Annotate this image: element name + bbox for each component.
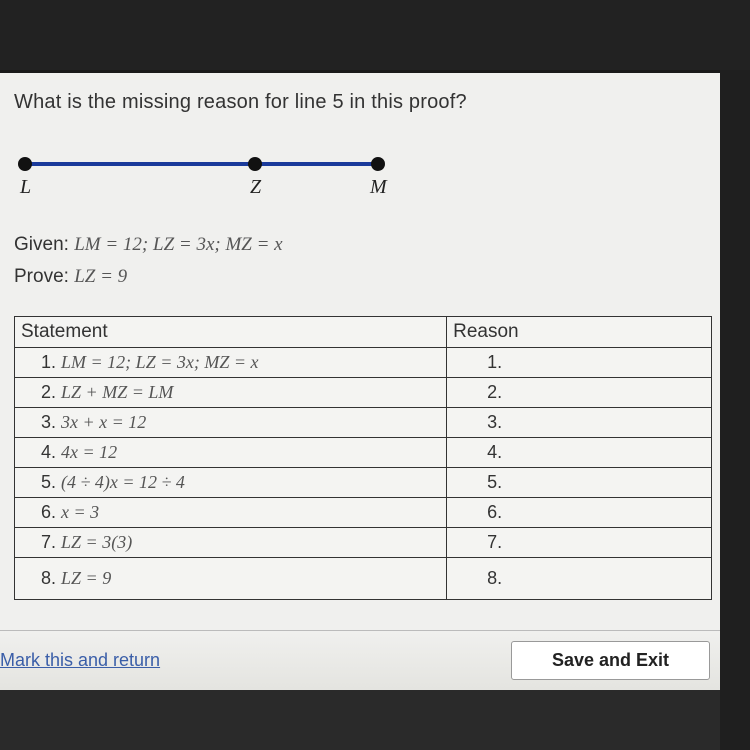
table-row: 5. (4 ÷ 4)x = 12 ÷ 4 5. [15,467,712,497]
question-text: What is the missing reason for line 5 in… [14,91,720,114]
table-row: 6. x = 3 6. [15,497,712,527]
point-M-label: M [370,176,387,199]
stmt-cell: 8. LZ = 9 [15,557,447,599]
stmt-cell: 3. 3x + x = 12 [15,407,447,437]
mark-return-link[interactable]: Mark this and return [0,650,160,671]
reas-cell: 7. [447,527,712,557]
stmt-cell: 2. LZ + MZ = LM [15,377,447,407]
given-line: Given: LM = 12; LZ = 3x; MZ = x [14,229,720,261]
reas-cell: 2. [447,377,712,407]
point-M-dot [371,157,385,171]
save-exit-button[interactable]: Save and Exit [511,641,710,680]
top-dark-region [0,0,750,70]
table-row: 3. 3x + x = 12 3. [15,407,712,437]
given-text: LM = 12; LZ = 3x; MZ = x [74,234,282,255]
bottom-bar: Mark this and return Save and Exit [0,630,720,690]
point-L-label: L [20,176,31,199]
point-L-dot [18,157,32,171]
stmt-cell: 1. LM = 12; LZ = 3x; MZ = x [15,347,447,377]
given-label: Given: [14,234,69,255]
stmt-cell: 7. LZ = 3(3) [15,527,447,557]
prove-label: Prove: [14,266,69,287]
point-Z-label: Z [250,176,261,199]
table-row: 1. LM = 12; LZ = 3x; MZ = x 1. [15,347,712,377]
prove-text: LZ = 9 [74,266,127,287]
reas-cell: 4. [447,437,712,467]
table-header-row: Statement Reason [15,316,712,347]
right-dark-region [720,70,750,750]
reas-cell: 1. [447,347,712,377]
segment-diagram: L Z M [18,154,388,194]
reas-cell: 5. [447,467,712,497]
segment-line [24,162,379,166]
table-row: 7. LZ = 3(3) 7. [15,527,712,557]
table-row: 2. LZ + MZ = LM 2. [15,377,712,407]
stmt-cell: 5. (4 ÷ 4)x = 12 ÷ 4 [15,467,447,497]
stmt-cell: 4. 4x = 12 [15,437,447,467]
table-row: 4. 4x = 12 4. [15,437,712,467]
given-prove-block: Given: LM = 12; LZ = 3x; MZ = x Prove: L… [14,229,720,294]
content-panel: What is the missing reason for line 5 in… [0,70,720,690]
prove-line: Prove: LZ = 9 [14,261,720,293]
table-row: 8. LZ = 9 8. [15,557,712,599]
reas-cell: 6. [447,497,712,527]
stmt-cell: 6. x = 3 [15,497,447,527]
header-statement: Statement [15,316,447,347]
header-reason: Reason [447,316,712,347]
reas-cell: 8. [447,557,712,599]
proof-table: Statement Reason 1. LM = 12; LZ = 3x; MZ… [14,316,712,600]
reas-cell: 3. [447,407,712,437]
point-Z-dot [248,157,262,171]
